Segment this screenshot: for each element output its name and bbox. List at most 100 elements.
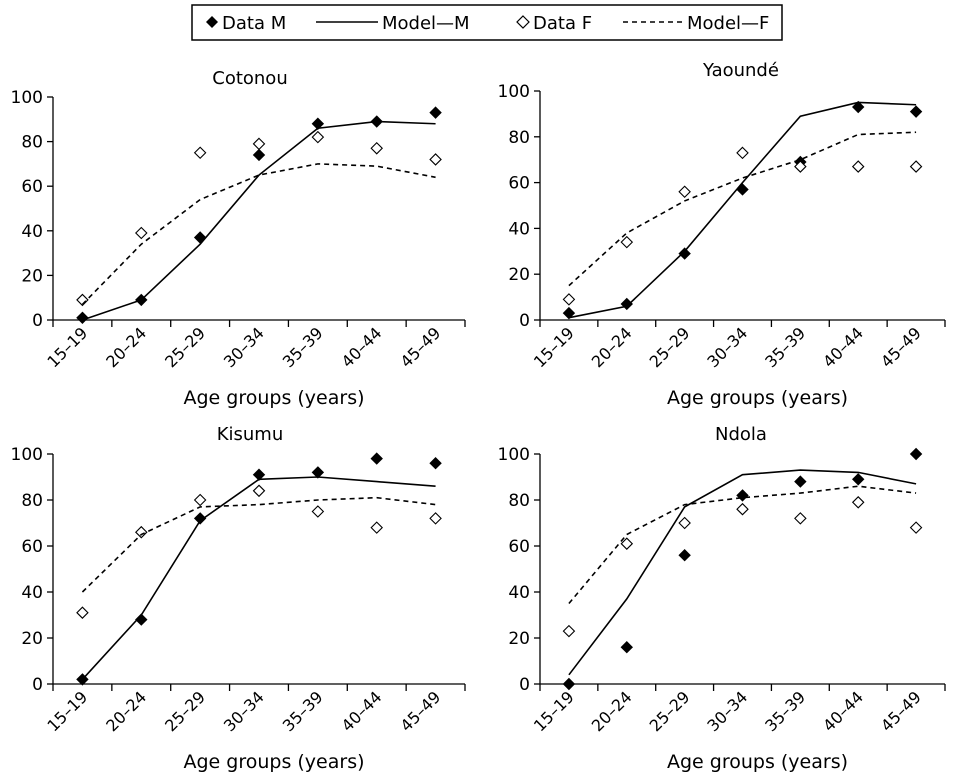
series-data-m-point xyxy=(911,449,922,460)
x-tick-label: 25–29 xyxy=(646,687,694,735)
series-data-m-point xyxy=(77,312,88,323)
series-model-m-line xyxy=(82,477,435,679)
series-data-f-point xyxy=(621,237,632,248)
series-data-f-point xyxy=(312,132,323,143)
x-tick-label: 45–49 xyxy=(397,687,445,735)
x-tick-label: 35–39 xyxy=(279,323,327,371)
chart-title: Kisumu xyxy=(217,424,284,445)
series-data-m-point xyxy=(254,149,265,160)
x-tick-label: 15–19 xyxy=(530,323,578,371)
y-tick-label: 0 xyxy=(32,675,43,695)
y-tick-label: 20 xyxy=(21,266,43,286)
y-tick-label: 20 xyxy=(508,629,530,649)
series-data-m-point xyxy=(679,248,690,259)
x-tick-label: 15–19 xyxy=(43,323,91,371)
series-data-m-point xyxy=(430,458,441,469)
x-tick-label: 35–39 xyxy=(761,687,809,735)
series-data-f-point xyxy=(430,154,441,165)
x-tick-label: 40–44 xyxy=(819,687,867,735)
x-tick-label: 25–29 xyxy=(161,687,209,735)
x-tick-label: 15–19 xyxy=(43,687,91,735)
series-data-m-point xyxy=(563,679,574,690)
y-tick-label: 100 xyxy=(11,445,43,465)
x-tick-label: 35–39 xyxy=(761,323,809,371)
series-data-f-point xyxy=(563,626,574,637)
y-tick-label: 60 xyxy=(508,537,530,557)
series-data-f-point xyxy=(136,228,147,239)
series-data-f-point xyxy=(679,186,690,197)
series-data-m-point xyxy=(195,232,206,243)
series-data-m-point xyxy=(430,107,441,118)
series-data-m-point xyxy=(737,184,748,195)
y-tick-label: 40 xyxy=(21,583,43,603)
y-tick-label: 80 xyxy=(21,491,43,511)
y-tick-label: 100 xyxy=(498,82,530,102)
legend: Data M Model—M Data F Model—F xyxy=(192,5,782,40)
x-tick-label: 30–34 xyxy=(220,323,268,371)
series-model-f-line xyxy=(82,164,435,304)
legend-model-m-label: Model—M xyxy=(382,13,470,34)
series-data-f-point xyxy=(430,513,441,524)
x-tick-label: 45–49 xyxy=(397,323,445,371)
chart-kisumu: Kisumu 0 20 40 60 80 100 15–19 20–24 25–29 30–34 35… xyxy=(11,424,465,773)
chart-cotonou: Cotonou 0 20 40 60 80 100 15–19 20–24 25–29 30–34 3… xyxy=(11,68,465,409)
y-tick-label: 100 xyxy=(498,445,530,465)
y-tick-label: 0 xyxy=(519,675,530,695)
series-data-f-point xyxy=(679,518,690,529)
series-data-f-point xyxy=(195,495,206,506)
series-data-f-point xyxy=(737,147,748,158)
series-data-f-point xyxy=(195,147,206,158)
x-axis-label: Age groups (years) xyxy=(667,751,848,773)
x-tick-label: 40–44 xyxy=(338,687,386,735)
x-tick-label: 35–39 xyxy=(279,687,327,735)
x-tick-label: 40–44 xyxy=(338,323,386,371)
x-axis-label: Age groups (years) xyxy=(183,387,364,409)
y-tick-label: 80 xyxy=(508,491,530,511)
y-tick-label: 40 xyxy=(21,222,43,242)
chart-ndola: Ndola 0 20 40 60 80 100 15–19 20–24 25–29 30–34 35–… xyxy=(498,424,945,773)
x-axis-label: Age groups (years) xyxy=(183,751,364,773)
chart-title: Yaoundé xyxy=(702,60,779,81)
series-data-f-point xyxy=(737,504,748,515)
series-data-m-point xyxy=(853,474,864,485)
series-data-f-point xyxy=(254,485,265,496)
series-data-m-point xyxy=(795,476,806,487)
series-data-m-point xyxy=(911,106,922,117)
x-tick-label: 20–24 xyxy=(102,687,150,735)
series-data-f-point xyxy=(77,607,88,618)
legend-model-f-label: Model—F xyxy=(687,13,769,34)
x-tick-label: 45–49 xyxy=(877,323,925,371)
series-data-f-point xyxy=(371,522,382,533)
legend-data-m-label: Data M xyxy=(222,13,286,34)
series-data-m-point xyxy=(371,453,382,464)
series-data-m-point xyxy=(621,642,632,653)
y-tick-label: 0 xyxy=(519,311,530,331)
y-tick-label: 60 xyxy=(508,174,530,194)
legend-data-m-marker xyxy=(206,16,218,28)
series-model-f-line xyxy=(82,498,435,592)
x-tick-label: 30–34 xyxy=(703,687,751,735)
y-tick-label: 40 xyxy=(508,219,530,239)
x-tick-label: 25–29 xyxy=(161,323,209,371)
y-tick-label: 40 xyxy=(508,583,530,603)
series-data-f-point xyxy=(312,506,323,517)
chart-yaounde: Yaoundé02040608010015–19 20–24 25–29 30–34 3… xyxy=(498,60,945,409)
series-data-f-point xyxy=(853,161,864,172)
x-tick-label: 15–19 xyxy=(530,687,578,735)
series-data-f-point xyxy=(136,527,147,538)
y-tick-label: 60 xyxy=(21,537,43,557)
y-tick-label: 100 xyxy=(11,88,43,108)
y-tick-label: 80 xyxy=(508,128,530,148)
x-axis-label: Age groups (years) xyxy=(667,387,848,409)
x-tick-label: 20–24 xyxy=(102,323,150,371)
y-tick-label: 60 xyxy=(21,177,43,197)
chart-title: Ndola xyxy=(715,424,767,445)
series-data-f-point xyxy=(911,522,922,533)
series-data-f-point xyxy=(853,497,864,508)
series-data-f-point xyxy=(563,294,574,305)
x-tick-label: 20–24 xyxy=(588,687,636,735)
chart-title: Cotonou xyxy=(212,68,287,89)
x-tick-label: 40–44 xyxy=(819,323,867,371)
